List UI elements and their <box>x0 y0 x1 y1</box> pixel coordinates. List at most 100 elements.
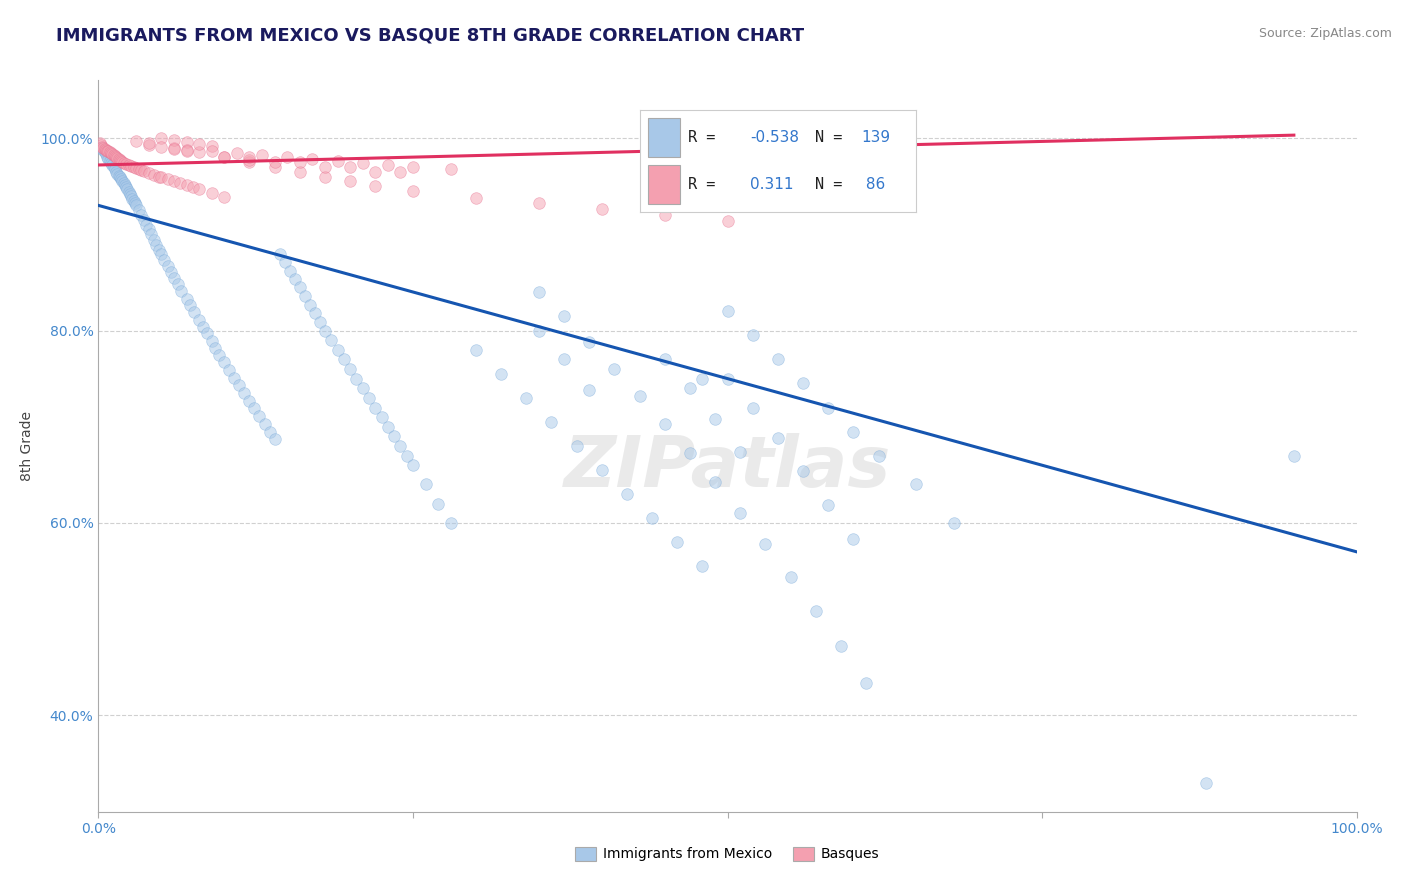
Text: 86: 86 <box>860 177 886 192</box>
Text: Source: ZipAtlas.com: Source: ZipAtlas.com <box>1258 27 1392 40</box>
Point <box>156 259 179 273</box>
Point <box>357 391 380 405</box>
Point <box>259 425 281 439</box>
Point <box>163 174 186 188</box>
Point <box>181 180 204 194</box>
Point <box>276 150 298 164</box>
Point <box>314 160 336 174</box>
Point <box>148 169 170 184</box>
Point <box>90 137 112 152</box>
Point <box>717 304 740 318</box>
Point <box>679 446 702 460</box>
Point <box>333 352 356 367</box>
Point <box>132 212 155 227</box>
Point <box>578 383 600 397</box>
Point <box>527 324 550 338</box>
Point <box>553 309 575 323</box>
Point <box>364 179 387 194</box>
Point <box>163 133 186 147</box>
Point <box>114 178 136 193</box>
Point <box>741 401 763 415</box>
Point <box>427 497 450 511</box>
Point <box>93 142 115 156</box>
Point <box>238 393 260 408</box>
Point <box>117 182 139 196</box>
Point <box>105 167 128 181</box>
Point <box>214 150 236 164</box>
Point <box>304 306 326 320</box>
Point <box>339 174 361 188</box>
Point <box>395 449 418 463</box>
Point <box>253 417 276 431</box>
Point <box>129 162 152 177</box>
Point <box>377 419 399 434</box>
Point <box>138 222 160 236</box>
Point <box>905 477 928 491</box>
Point <box>326 343 349 357</box>
Text: R =: R = <box>688 177 734 192</box>
Point <box>91 139 114 153</box>
Point <box>352 381 374 395</box>
Point <box>98 145 121 160</box>
Point <box>540 415 562 429</box>
Point <box>591 202 613 217</box>
Point <box>214 355 236 369</box>
Point <box>150 139 173 153</box>
Point <box>692 559 714 574</box>
Point <box>238 153 260 168</box>
Point <box>314 324 336 338</box>
Point <box>166 277 188 292</box>
Point <box>370 410 392 425</box>
Point <box>176 178 198 193</box>
Point <box>128 203 150 218</box>
Point <box>263 155 285 169</box>
Point <box>101 147 124 161</box>
Point <box>135 218 157 232</box>
Point <box>692 371 714 385</box>
Point <box>364 164 387 178</box>
Point <box>717 371 740 385</box>
Point <box>188 313 211 327</box>
Point <box>150 131 173 145</box>
Point <box>112 176 135 190</box>
Point <box>679 381 702 395</box>
Point <box>389 439 412 453</box>
Point <box>263 432 285 446</box>
Point <box>150 247 173 261</box>
Point <box>704 412 727 426</box>
Point <box>339 362 361 376</box>
Point <box>163 142 186 156</box>
Point <box>115 180 138 194</box>
Point <box>284 271 307 285</box>
Point <box>591 463 613 477</box>
Point <box>208 347 231 362</box>
Point <box>269 247 291 261</box>
Point <box>243 401 266 416</box>
Text: N =: N = <box>815 177 842 192</box>
Point <box>666 535 689 549</box>
Point <box>110 172 132 186</box>
Point <box>440 161 463 176</box>
Point <box>204 341 226 355</box>
Point <box>122 160 145 174</box>
Point <box>94 143 117 157</box>
Point <box>309 315 332 329</box>
Point <box>326 154 349 169</box>
Point <box>224 370 246 384</box>
Point <box>107 169 129 183</box>
Point <box>339 160 361 174</box>
Point <box>868 449 890 463</box>
Point <box>105 164 128 178</box>
Point <box>402 160 425 174</box>
Point <box>641 511 664 525</box>
Point <box>214 150 236 164</box>
Point <box>188 182 211 196</box>
Point <box>169 176 191 190</box>
Point <box>97 152 120 166</box>
Point <box>160 265 183 279</box>
Point <box>129 208 152 222</box>
Point <box>138 137 160 152</box>
Point <box>352 156 374 170</box>
Point <box>704 475 727 489</box>
Legend: Immigrants from Mexico, Basques: Immigrants from Mexico, Basques <box>569 841 886 867</box>
